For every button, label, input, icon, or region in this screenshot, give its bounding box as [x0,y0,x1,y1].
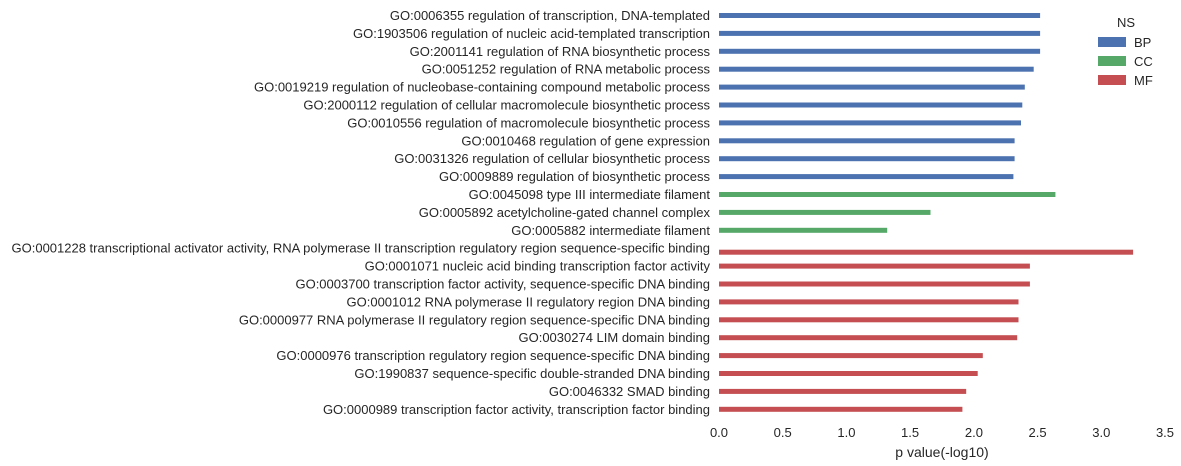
category-label: GO:0000977 RNA polymerase II regulatory … [239,312,710,327]
x-tick-label: 3.0 [1092,425,1110,440]
category-label: GO:1903506 regulation of nucleic acid-te… [353,26,710,41]
bar [719,174,1014,180]
bar [719,192,1056,197]
bar [719,406,963,412]
category-label: GO:0001228 transcriptional activator act… [12,241,711,256]
x-tick-label: 1.0 [837,425,855,440]
bar [719,335,1018,341]
bar [719,263,1030,269]
category-label: GO:0046332 SMAD binding [549,384,710,399]
bar [719,353,983,359]
category-label: GO:2000112 regulation of cellular macrom… [303,98,710,113]
category-label: GO:0006355 regulation of transcription, … [390,8,710,23]
x-tick-label: 2.5 [1029,425,1047,440]
category-label: GO:0005882 intermediate filament [511,223,710,238]
x-tick-label: 2.0 [965,425,983,440]
category-label: GO:0000976 transcription regulatory regi… [276,348,710,363]
legend-entries: BP CC MF [1098,35,1153,88]
category-label: GO:0001012 RNA polymerase II regulatory … [347,294,710,309]
legend-swatch [1098,56,1126,66]
bar [719,30,1041,36]
category-label: GO:0001071 nucleic acid binding transcri… [365,259,711,274]
category-label: GO:0010468 regulation of gene expression [461,133,710,148]
bar [719,102,1023,108]
bar [719,84,1025,90]
category-label: GO:1990837 sequence-specific double-stra… [354,366,710,381]
bar [719,371,978,376]
legend-label: MF [1134,73,1153,88]
bar [719,299,1019,305]
x-tick-label: 0.0 [710,425,728,440]
bar [719,48,1041,54]
bars-layer [719,13,1134,412]
x-axis-title: p value(-log10) [895,444,988,460]
category-label: GO:0051252 regulation of RNA metabolic p… [422,62,711,77]
bar [719,317,1019,323]
category-label: GO:2001141 regulation of RNA biosyntheti… [410,44,711,59]
x-tick-label: 0.5 [774,425,792,440]
category-label: GO:0030274 LIM domain binding [518,330,710,345]
bar [719,156,1015,162]
legend: NS BP CC MF [1098,15,1153,88]
category-label: GO:0005892 acetylcholine-gated channel c… [419,205,711,220]
category-label: GO:0019219 regulation of nucleobase-cont… [254,80,711,95]
bar [719,13,1041,18]
bar [719,249,1134,255]
bar [719,388,967,394]
category-label: GO:0009889 regulation of biosynthetic pr… [439,169,711,184]
bar [719,66,1034,72]
legend-label: CC [1134,54,1153,69]
legend-swatch [1098,37,1126,47]
category-labels: GO:0006355 regulation of transcription, … [12,8,711,417]
bar [719,120,1021,126]
bar [719,138,1015,144]
x-tick-label: 1.5 [901,425,919,440]
x-axis-ticks: 0.0 0.5 1.0 1.5 2.0 2.5 3.0 3.5 [710,425,1174,440]
category-label: GO:0031326 regulation of cellular biosyn… [394,151,710,166]
bar [719,227,888,233]
legend-swatch [1098,75,1126,85]
category-label: GO:0000989 transcription factor activity… [323,402,710,417]
category-label: GO:0003700 transcription factor activity… [295,277,710,292]
legend-label: BP [1134,35,1151,50]
category-label: GO:0010556 regulation of macromolecule b… [347,115,710,130]
bar [719,209,931,215]
category-label: GO:0045098 type III intermediate filamen… [469,187,711,202]
bar [719,281,1030,287]
x-tick-label: 3.5 [1156,425,1174,440]
legend-title: NS [1117,15,1135,30]
